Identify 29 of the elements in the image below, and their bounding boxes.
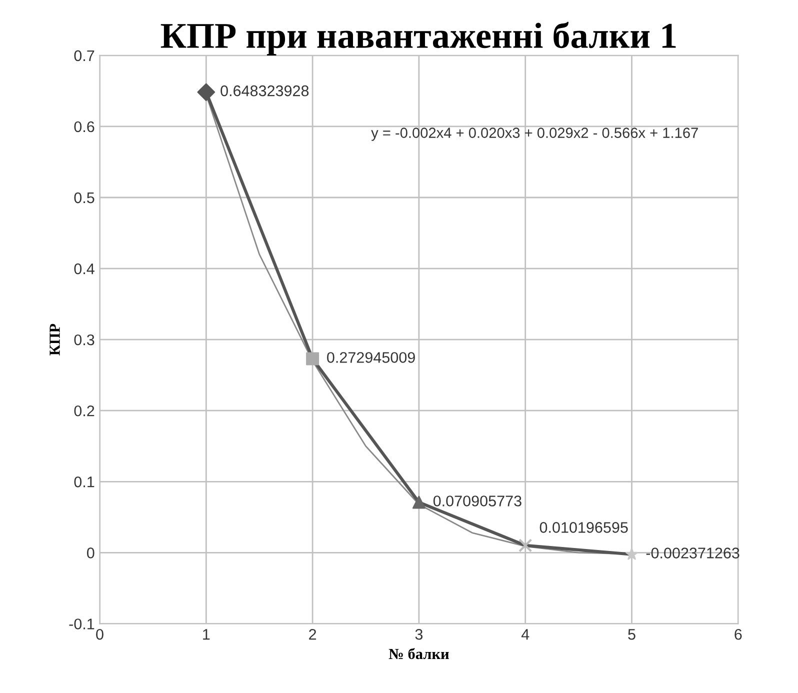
annotation: y = -0.002x4 + 0.020x3 + 0.029x2 - 0.566x + 1.167 — [371, 128, 698, 141]
data-label: 0.070905773 — [433, 496, 522, 506]
x-tick-label: 4 — [521, 629, 530, 640]
x-tick-label: 0 — [96, 628, 104, 640]
x-tick-label: 1 — [203, 629, 210, 640]
y-tick-label: 0 — [86, 548, 94, 558]
x-tick-label: 6 — [734, 628, 742, 640]
x-tick-label: 5 — [628, 629, 636, 640]
data-label: 0.010196595 — [540, 522, 628, 533]
y-tick-label: -0.1 — [69, 618, 94, 630]
point — [306, 352, 320, 366]
y-tick-label: 0.2 — [74, 405, 94, 416]
chart-title: КПР при навантаженні балки 1 — [160, 22, 676, 56]
x-tick-label: 3 — [415, 628, 423, 640]
y-tick-label: 0.4 — [74, 263, 94, 274]
y-tick-label: 0.6 — [74, 121, 94, 132]
x-tick-label: 2 — [309, 628, 316, 640]
y-tick-label: 0.5 — [74, 192, 94, 204]
data-label: -0.002371263 — [646, 548, 740, 558]
y-tick-label: 0.1 — [74, 476, 94, 488]
y-tick-label: 0.3 — [74, 334, 94, 346]
point — [626, 548, 638, 560]
point — [518, 538, 532, 552]
y-tick-label: 0.7 — [74, 50, 94, 62]
y-axis-title: КПР — [50, 324, 60, 356]
point — [412, 496, 426, 509]
data-label: 0.272945009 — [327, 352, 415, 363]
x-axis-title: № балки — [388, 648, 449, 660]
data-label: 0.648323928 — [220, 85, 309, 96]
